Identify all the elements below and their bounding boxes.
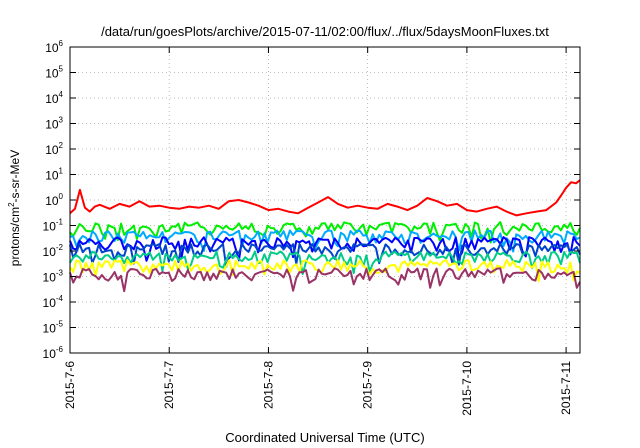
y-tick-exponent: -1 [56,218,64,227]
y-tick-exponent: 6 [59,39,64,48]
y-tick-label: 100 [45,192,63,208]
y-tick-base: 10 [45,92,59,106]
y-tick-base: 10 [43,220,57,234]
x-tick-label: 2015-7-8 [261,361,275,409]
series-line [69,267,581,293]
y-tick-label: 102 [45,141,63,157]
y-tick-exponent: 2 [59,141,64,150]
y-tick-label: 10-3 [43,269,64,285]
series-line [69,250,581,275]
y-tick-base: 10 [43,296,57,310]
x-tick-label: 2015-7-9 [361,361,375,409]
x-axis-label: Coordinated Universal Time (UTC) [225,430,424,445]
y-tick-base: 10 [43,271,57,285]
y-tick-exponent: 0 [59,192,64,201]
y-tick-label: 10-2 [43,243,64,259]
y-tick-base: 10 [45,194,59,208]
y-tick-label: 10-6 [43,345,64,361]
y-tick-label: 105 [45,65,63,81]
x-tick-label: 2015-7-11 [559,361,573,415]
y-tick-base: 10 [45,143,59,157]
x-tick-labels: 2015-7-6 2015-7-7 2015-7-8 2015-7-9 2015-7-1… [63,361,573,416]
y-tick-exponent: 5 [59,65,64,74]
series-line [69,242,581,268]
y-tick-exponent: 4 [59,90,64,99]
x-tick-label: 2015-7-10 [460,361,474,416]
y-tick-label: 101 [45,167,63,183]
y-axis-label: protons/cm2-s-sr-MeV [7,150,22,266]
y-tick-label: 104 [45,90,63,106]
y-tick-exponent: 1 [59,167,64,176]
y-tick-label: 103 [45,116,63,132]
series-group [69,179,581,293]
series-line [69,179,581,217]
y-tick-label: 10-5 [43,320,64,336]
y-tick-base: 10 [45,118,59,132]
y-tick-base: 10 [43,322,57,336]
y-tick-exponent: 3 [59,116,64,125]
series-line [69,229,581,253]
y-tick-label: 10-1 [43,218,64,234]
y-tick-base: 10 [43,347,57,361]
y-tick-base: 10 [45,41,59,55]
y-tick-label: 10-4 [43,294,64,310]
y-tick-base: 10 [43,245,57,259]
series-line [69,221,581,244]
y-tick-base: 10 [45,169,59,183]
y-tick-exponent: -4 [56,294,64,303]
y-tick-exponent: -3 [56,269,64,278]
axis-ticks [69,46,580,354]
y-tick-label: 106 [45,39,63,55]
y-tick-exponent: -5 [56,320,64,329]
y-tick-labels: 10-610-510-410-310-210-11001011021031041… [43,39,64,361]
x-tick-label: 2015-7-7 [162,361,176,409]
chart-title: /data/run/goesPlots/archive/2015-07-11/0… [101,24,549,39]
y-tick-base: 10 [45,67,59,81]
y-tick-exponent: -2 [56,243,64,252]
y-tick-exponent: -6 [56,345,64,354]
x-tick-label: 2015-7-6 [63,361,77,409]
